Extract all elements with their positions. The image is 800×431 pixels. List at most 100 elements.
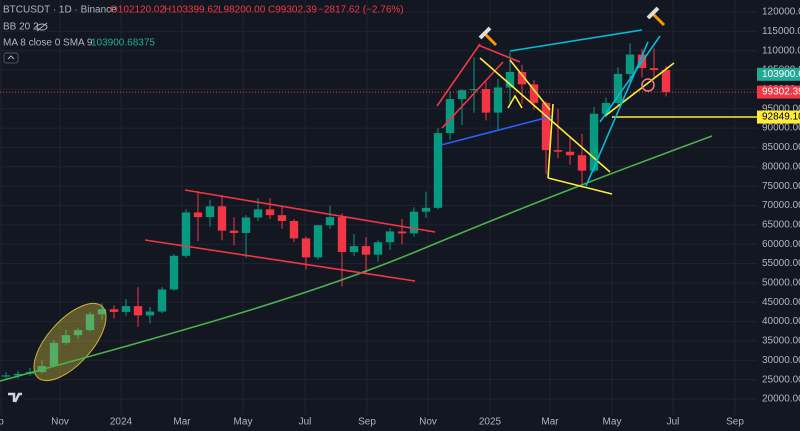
candle-body [157,289,167,312]
drawings [0,6,757,382]
candles [0,43,757,381]
candle-body [181,212,191,256]
candle-body [589,113,599,171]
y-tick-label: 70000.00 [762,200,800,211]
hammer-icon [478,26,498,47]
collapse-button[interactable] [3,52,19,64]
trend-line [479,57,611,173]
candle-body [649,68,659,71]
x-tick-label: p [0,417,4,428]
y-tick-label: 55000.00 [762,258,800,269]
candle-body [481,89,491,113]
candle-body [109,309,119,312]
candle-body [613,73,623,103]
candle-body [49,342,59,367]
y-tick-label: 50000.00 [762,278,800,289]
candle-body [421,207,431,212]
y-tick-label: 35000.00 [762,336,800,347]
y-tick-label: 75000.00 [762,181,800,192]
candle-body [349,246,359,252]
y-tick-label: 25000.00 [762,374,800,385]
candle-body [133,306,143,316]
candle-body [469,89,479,91]
candle-body [73,330,83,336]
candle-body [325,217,335,226]
trend-curve [0,135,713,382]
candle-body [97,309,107,315]
arrow [507,94,523,109]
candle-body [265,209,275,216]
indicator-name: MA 8 close 0 SMA 9 [3,38,93,49]
y-tick-label: 110000.00 [762,45,800,56]
y-tick-label: 45000.00 [762,297,800,308]
candle-body [565,151,575,156]
y-tick-label: 115000.00 [762,26,800,37]
y-tick-label: 85000.00 [762,142,800,153]
x-tick-label: Mar [541,417,559,428]
channel-line [184,189,436,233]
y-tick-label: 40000.00 [762,316,800,327]
x-tick-label: Mar [173,417,191,428]
candle-body [385,231,395,243]
marker-circle [641,78,655,92]
price-tag-label: 99302.39 [762,87,800,98]
x-tick-label: Sep [726,417,744,428]
trend-line [604,62,675,117]
trend-line [599,35,661,123]
price-tag [757,110,800,124]
x-tick-label: Jul [667,417,680,428]
candle-body [553,150,563,152]
y-tick-label: 60000.00 [762,239,800,250]
candle-body [493,87,503,113]
trend-line [477,44,521,63]
candle-body [625,54,635,74]
candle-body [277,215,287,221]
candle-body [205,206,215,218]
y-tick-label: 95000.00 [762,103,800,114]
x-tick-label: Nov [51,417,69,428]
legend-open: O102120.02 [110,5,165,16]
x-tick-label: May [234,417,253,428]
trend-line [509,59,551,111]
collapse-icon [7,55,15,60]
candle-body [61,335,71,343]
y-tick-label: 90000.00 [762,123,800,134]
trend-line [547,177,613,195]
candle-body [229,230,239,233]
trend-line [509,29,643,52]
eye-icon[interactable] [36,22,48,32]
y-tick-label: 30000.00 [762,355,800,366]
candle-body [529,84,539,103]
price-tag-label: 103900.683 [762,69,800,80]
indicator-value: 103900.68375 [91,38,155,49]
candle-body [661,70,671,93]
trend-line [585,41,649,187]
x-tick-label: 2025 [479,417,502,428]
candle-body [337,217,347,252]
indicator-name: BB 20 2 [3,22,39,33]
candle-body [121,306,131,312]
trend-line [441,61,504,129]
candle-body [409,211,419,234]
candle-body [445,99,455,134]
symbol: BTCUSDT · 1D · Binance [3,5,117,16]
channel-line [144,239,416,282]
legend: BTCUSDT · 1D · Binance O102120.02 H10339… [3,5,404,64]
trend-line [440,115,554,146]
y-tick-label: 80000.00 [762,161,800,172]
logo [5,388,25,406]
candle-body [577,155,587,171]
legend-high: H103399.62 [164,5,219,16]
candle-body [601,102,611,114]
y-tick-label: 120000.00 [762,7,800,18]
x-tick-label: Jul [299,417,312,428]
legend-change: −2817.62 (−2.76%) [318,5,404,16]
candle-body [169,255,179,290]
candle-body [361,246,371,255]
x-tick-label: Sep [358,417,376,428]
price-tag [757,85,800,99]
price-tag-label: 92849.10 [762,112,800,123]
